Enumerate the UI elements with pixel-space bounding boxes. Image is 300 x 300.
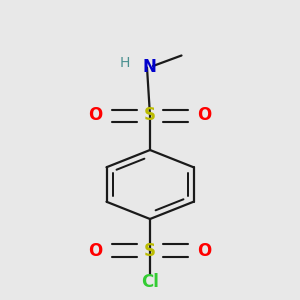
Text: H: H [119, 56, 130, 70]
Text: O: O [197, 106, 212, 124]
Text: S: S [144, 106, 156, 124]
Text: Cl: Cl [141, 273, 159, 291]
Text: S: S [144, 242, 156, 260]
Text: N: N [142, 58, 156, 76]
Text: O: O [88, 242, 103, 260]
Text: O: O [88, 106, 103, 124]
Text: O: O [197, 242, 212, 260]
